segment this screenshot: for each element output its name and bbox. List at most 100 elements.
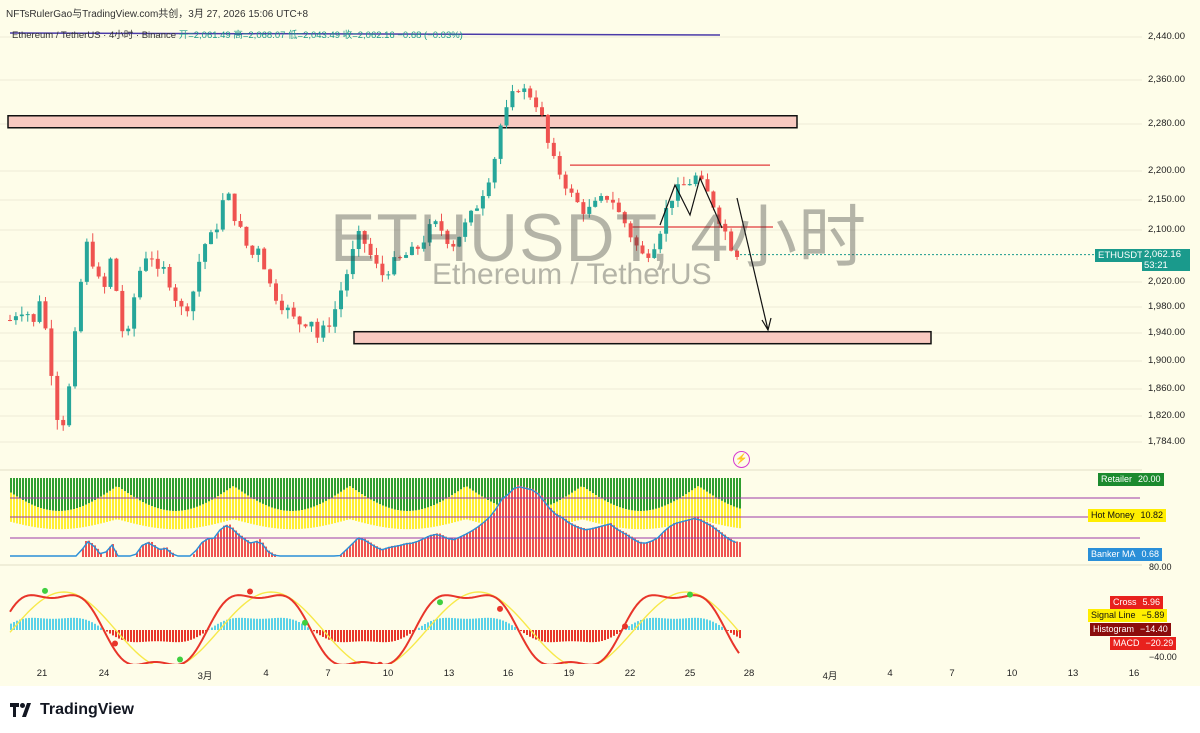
tradingview-logo[interactable]: TradingView [10,701,134,719]
banker-bar [397,545,399,557]
hot-money-bar [346,487,348,520]
hot-money-bar [127,493,129,523]
macd-histogram-bar [184,630,186,642]
hot-money-bar [589,491,591,522]
macd-histogram-bar [259,618,261,630]
candle-body [557,156,562,175]
hot-money-bar [664,505,666,528]
macd-axis-bottom: −40.00 [1149,652,1177,662]
retailer-bar [169,478,171,511]
macd-histogram-bar [727,630,729,631]
candle-body [681,184,686,186]
banker-bar [406,542,408,557]
banker-bar [541,495,543,557]
macd-histogram-bar [655,617,657,630]
hot-money-bar [358,492,360,522]
banker-bar [562,516,564,557]
macd-histogram-bar [172,630,174,643]
candle-body [362,231,367,244]
hot-money-bar [352,488,354,521]
banker-bar [193,554,195,557]
chart-canvas[interactable] [0,0,1142,664]
time-tick: 19 [563,668,575,679]
hot-money-bar [571,492,573,522]
retailer-bar [376,478,378,503]
retailer-bar [262,478,264,504]
retailer-bar [61,478,63,511]
banker-bar [142,544,144,557]
banker-bar [730,538,732,557]
hot-money-bar [676,499,678,525]
candle-body [599,196,604,201]
banker-bar [673,523,675,557]
retailer-bar [334,478,336,496]
retailer-bar [706,478,708,492]
macd-histogram-bar [631,624,633,630]
macd-histogram-bar [466,618,468,630]
macd-histogram-bar [238,617,240,630]
retailer-bar [43,478,45,509]
retailer-bar [133,478,135,497]
retailer-bar [340,478,342,492]
hot-money-bar [223,492,225,522]
hot-money-bar [694,488,696,521]
hot-money-bar [178,510,180,530]
retailer-bar [235,478,237,488]
macd-histogram-bar [61,618,63,630]
hot-money-bar [445,498,447,525]
banker-bar [445,536,447,557]
retailer-bar [448,478,450,498]
candle-body [498,125,503,159]
macd-label: MACD −20.29 [1110,637,1177,650]
hot-money-bar [133,496,135,524]
hot-money-bar [373,501,375,526]
macd-histogram-bar [616,630,618,635]
banker-bar [508,493,510,557]
banker-bar [358,537,360,557]
time-axis[interactable]: 21 24 3月 4 7 10 13 16 19 22 25 28 4月 4 7 10 13 16 [0,664,1142,686]
retailer-bar [736,478,738,508]
macd-histogram-bar [712,621,714,630]
macd-histogram-bar [244,617,246,630]
hot-money-bar [604,500,606,525]
retailer-bar [496,478,498,505]
price-axis[interactable]: 2,440.00 2,360.00 2,280.00 2,200.00 2,150.00… [1142,0,1200,690]
hot-money-bar [355,490,357,521]
retailer-bar [664,478,666,506]
hot-money-bar [436,503,438,527]
macd-histogram-bar [478,618,480,630]
price-tag-price: 2,062.16 [1144,249,1181,260]
macd-histogram-bar [595,630,597,642]
candle-body [13,316,18,321]
hot-money-bar [232,486,234,520]
lightning-icon[interactable]: ⚡ [733,451,750,468]
retailer-bar [484,478,486,499]
hot-money-bar [109,490,111,522]
retailer-bar [463,478,465,488]
footer: TradingView [0,686,1200,733]
hot-money-bar [337,493,339,523]
time-tick: 13 [443,668,455,679]
retailer-bar [136,478,138,499]
banker-bar [211,537,213,557]
candle-body [203,244,208,262]
hot-money-bar [376,502,378,526]
candle-body [285,307,290,311]
macd-histogram-bar [499,619,501,630]
retailer-bar [544,478,546,508]
retailer-bar [223,478,225,493]
macd-histogram-bar [256,618,258,630]
candle-body [551,142,556,157]
retailer-bar [610,478,612,504]
macd-histogram-bar [277,617,279,630]
banker-bar [394,545,396,557]
hot-money-bar [592,493,594,523]
hot-money-bar [76,508,78,529]
banker-bar [460,536,462,557]
retailer-bar [505,478,507,509]
retailer-bar [142,478,144,503]
banker-bar [400,544,402,557]
symbol-info[interactable]: Ethereum / TetherUS · 4小时 · Binance 开=2,… [12,27,463,41]
macd-histogram-bar [187,630,189,641]
